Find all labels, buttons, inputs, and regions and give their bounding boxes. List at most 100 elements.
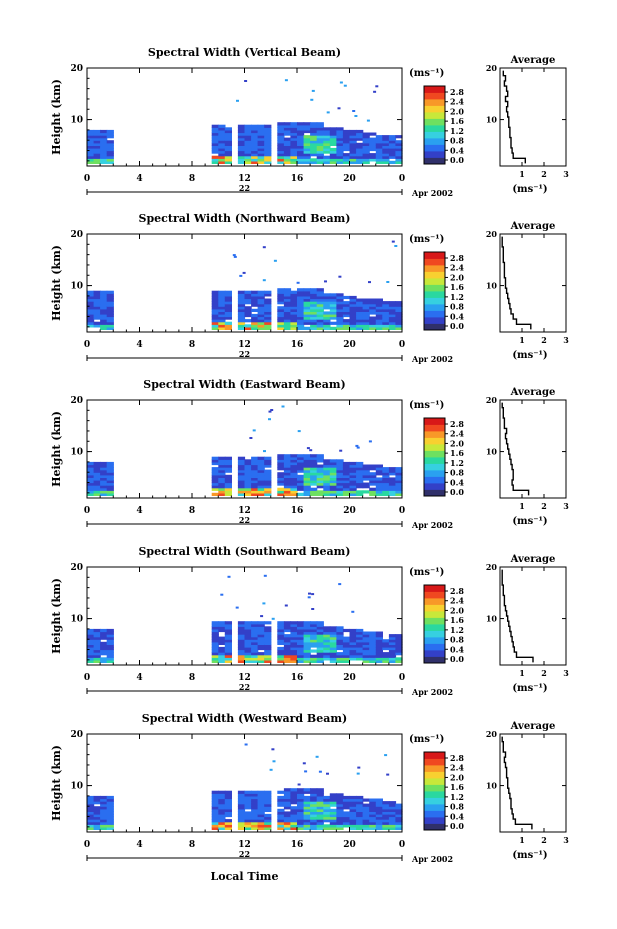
- panel-title: Spectral Width (Westward Beam): [142, 712, 347, 725]
- heatmap-cell: [106, 631, 114, 635]
- heatmap-cell: [87, 467, 95, 471]
- colorbar-tick-label: 1.6: [450, 782, 464, 792]
- heatmap-cells: [87, 574, 403, 663]
- heatmap-cell: [237, 798, 246, 802]
- heatmap-cell: [277, 492, 285, 496]
- heatmap-cell: [329, 639, 337, 643]
- heatmap-cell: [336, 137, 344, 141]
- heatmap-cell: [93, 801, 101, 805]
- heatmap-cell: [375, 321, 383, 325]
- heatmap-cell: [237, 155, 246, 159]
- heatmap-cell: [106, 301, 114, 305]
- x-tick-label: 0: [84, 673, 90, 683]
- heatmap-cell: [369, 631, 377, 635]
- heatmap-cell: [388, 145, 397, 149]
- heatmap-cell: [100, 316, 108, 320]
- heatmap-cell: [375, 644, 383, 648]
- heatmap-cell: [297, 306, 305, 310]
- panel-2: Spectral Width (Northward Beam)0 4 8 12 16 20…: [50, 212, 569, 364]
- heatmap-cell: [349, 306, 357, 310]
- heatmap-cell: [290, 806, 298, 810]
- colorbar-tick-label: 0.0: [450, 321, 464, 331]
- heatmap-cell: [106, 644, 114, 648]
- heatmap-cell: [342, 467, 351, 471]
- heatmap-cell: [283, 659, 292, 663]
- heatmap-cell: [93, 469, 101, 473]
- heatmap-cell: [369, 492, 377, 496]
- heatmap-cell: [264, 147, 272, 152]
- heatmap-cell: [329, 482, 337, 486]
- heatmap-cell: [362, 477, 370, 481]
- heatmap-cell: [93, 142, 101, 146]
- x-tick-label: 12: [238, 506, 251, 516]
- heatmap-cell: [369, 806, 377, 810]
- heatmap-cell: [388, 811, 397, 815]
- y-tick-label: 10: [70, 448, 83, 458]
- heatmap-cell: [264, 806, 272, 810]
- heatmap-cell: [356, 129, 364, 134]
- heatmap-cell: [106, 798, 114, 802]
- heatmap-cell: [211, 824, 219, 828]
- heatmap-cell: [290, 132, 298, 136]
- heatmap-cell: [211, 790, 219, 794]
- heatmap-cell: [277, 321, 285, 325]
- heatmap-cell: [264, 145, 272, 149]
- heatmap-cell: [268, 410, 272, 413]
- heatmap-cell: [369, 813, 377, 818]
- heatmap-cell: [342, 142, 351, 146]
- heatmap-cell: [310, 160, 318, 164]
- heatmap-cell: [211, 461, 219, 466]
- heatmap-cell: [290, 298, 298, 302]
- heatmap-cell: [211, 793, 219, 797]
- heatmap-cell: [362, 469, 370, 473]
- heatmap-cell: [395, 306, 403, 310]
- heatmap-cell: [218, 464, 226, 468]
- heatmap-cell: [237, 313, 246, 318]
- heatmap-cell: [93, 295, 101, 300]
- heatmap-cell: [349, 482, 357, 486]
- heatmap-cell: [93, 490, 101, 494]
- heatmap-cell: [244, 150, 252, 154]
- heatmap-cell: [362, 145, 370, 149]
- heatmap-cell: [211, 150, 219, 154]
- heatmap-cell: [382, 316, 390, 320]
- heatmap-cell: [290, 477, 298, 481]
- heatmap-cell: [323, 311, 331, 315]
- heatmap-cell: [211, 477, 219, 481]
- heatmap-cell: [262, 246, 266, 249]
- heatmap-cell: [336, 295, 344, 300]
- heatmap-cell: [264, 819, 272, 823]
- heatmap-cell: [244, 803, 252, 807]
- heatmap-cell: [369, 132, 377, 136]
- heatmap-cell: [264, 160, 272, 164]
- heatmap-cell: [100, 657, 108, 661]
- x-tick-label: 4: [136, 506, 142, 516]
- heatmap-cell: [264, 659, 272, 663]
- colorbar-tick-label: 0.4: [450, 311, 464, 321]
- heatmap-cell: [87, 819, 95, 823]
- panel-title: Spectral Width (Vertical Beam): [148, 46, 341, 59]
- heatmap-cell: [251, 124, 259, 128]
- x-tick-label: 0: [399, 673, 405, 683]
- heatmap-cell: [323, 654, 331, 658]
- heatmap-cell: [211, 626, 219, 630]
- heatmap-cell: [388, 654, 397, 658]
- heatmap-cell: [303, 303, 311, 307]
- heatmap-cell: [87, 158, 95, 162]
- heatmap-cell: [303, 464, 311, 468]
- heatmap-cell: [356, 461, 364, 466]
- heatmap-cell: [329, 316, 337, 320]
- heatmap-cell: [329, 819, 337, 823]
- heatmap-cell: [257, 129, 265, 134]
- heatmap-cell: [264, 303, 272, 307]
- heatmap-cell: [224, 313, 232, 318]
- heatmap-cell: [100, 461, 108, 466]
- heatmap-cell: [310, 321, 318, 325]
- heatmap-cell: [329, 295, 337, 300]
- heatmap-cell: [362, 155, 370, 159]
- heatmap-cell: [362, 657, 370, 661]
- heatmap-cell: [395, 479, 403, 484]
- heatmap-cell: [218, 811, 226, 815]
- heatmap-cell: [316, 790, 324, 794]
- heatmap-cell: [369, 301, 377, 305]
